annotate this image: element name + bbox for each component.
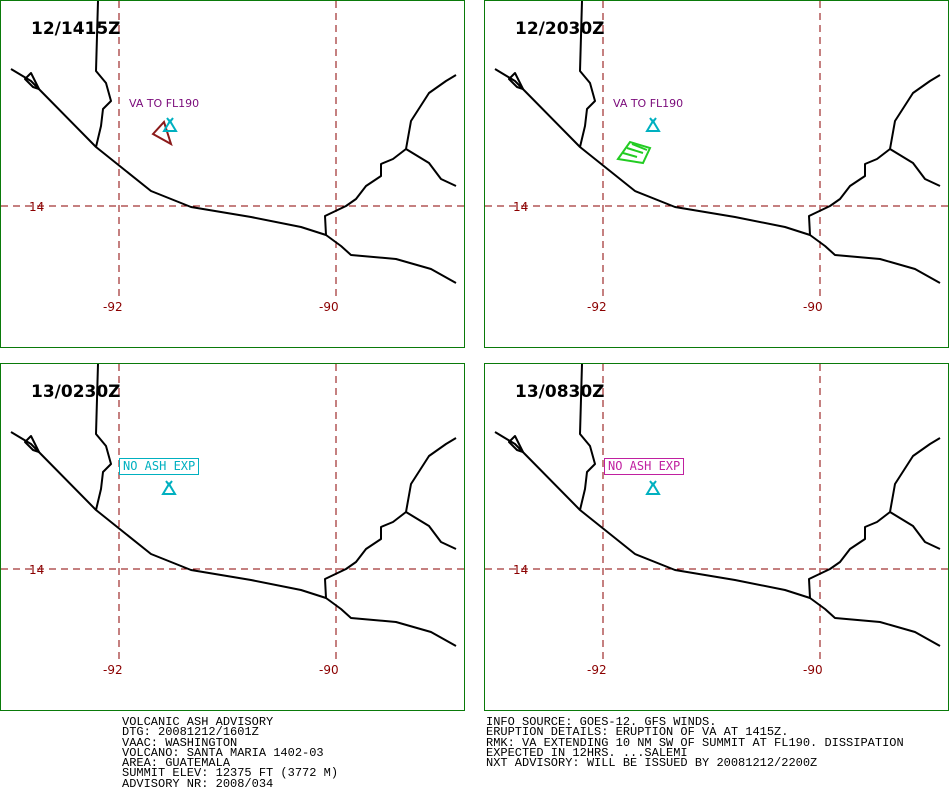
lon-label-east: -90 [319,300,339,314]
lat-label: 14 [513,563,528,577]
map-panel-2: 14 -92 -90 VA TO FL190 12/2030Z [484,0,949,348]
lat-label: 14 [29,563,44,577]
advisory-volcano: VOLCANO: SANTA MARIA 1402-03 [122,745,324,760]
lon-label-west: -92 [587,663,607,677]
advisory-block: VOLCANIC ASH ADVISORY DTG: 20081212/1601Z… [122,715,339,791]
no-ash-label: NO ASH EXP [604,458,685,475]
coastline [494,431,941,647]
panel-time: 12/1415Z [31,19,121,39]
info-source: INFO SOURCE: GOES-12. GFS WINDS. [486,715,717,729]
coastline [10,68,457,284]
info-remark: RMK: VA EXTENDING 10 NM SW OF SUMMIT AT … [486,735,904,750]
info-block: INFO SOURCE: GOES-12. GFS WINDS. ERUPTION… [486,715,904,771]
coastline [10,431,457,647]
lon-label-west: -92 [587,300,607,314]
border-north [579,1,596,148]
lon-label-east: -90 [803,300,823,314]
info-remark-cont: EXPECTED IN 12HRS. ...SALEMI [486,745,688,760]
va-label: VA TO FL190 [613,97,683,110]
coastline [494,68,941,284]
lon-label-east: -90 [319,663,339,677]
info-eruption: ERUPTION DETAILS: ERUPTION OF VA AT 1415… [486,725,789,740]
map-panel-3: 14 -92 -90 13/0230Z NO ASH EXP [0,363,465,711]
volcano-icon [645,117,661,132]
lon-label-west: -92 [103,663,123,677]
advisory-vaac: VAAC: WASHINGTON [122,735,238,750]
panel-time: 13/0830Z [515,382,605,402]
panel-time: 13/0230Z [31,382,121,402]
map-canvas: 14 -92 -90 [1,364,464,677]
border-east [324,437,457,599]
ash-polygon [151,120,173,147]
volcano-icon [645,480,661,495]
border-north [95,364,112,511]
volcano-icon [161,480,177,495]
no-ash-label: NO ASH EXP [119,458,200,475]
lon-label-west: -92 [103,300,123,314]
border-east [808,437,941,599]
advisory-summit: SUMMIT ELEV: 12375 FT (3772 M) [122,766,339,781]
map-panel-1: 14 -92 -90 VA TO FL190 12/1415Z [0,0,465,348]
border-east [808,74,941,236]
ash-polygon [616,140,652,165]
lat-label: 14 [29,200,44,214]
border-east [324,74,457,236]
coast-notch [508,435,524,453]
map-canvas: 14 -92 -90 [485,364,948,677]
advisory-area: AREA: GUATEMALA [122,756,231,771]
advisory-title: VOLCANIC ASH ADVISORY [122,715,274,729]
lon-label-east: -90 [803,663,823,677]
panel-time: 12/2030Z [515,19,605,39]
advisory-dtg: DTG: 20081212/1601Z [122,725,259,740]
map-canvas: 14 -92 -90 VA TO FL190 [485,1,948,314]
border-north [95,1,112,148]
map-canvas: 14 -92 -90 VA TO FL190 [1,1,464,314]
volcano-icon [162,117,178,132]
info-next-advisory: NXT ADVISORY: WILL BE ISSUED BY 20081212… [486,756,818,771]
border-north [579,364,596,511]
coast-notch [24,435,40,453]
map-panel-4: 14 -92 -90 13/0830Z NO ASH EXP [484,363,949,711]
va-label: VA TO FL190 [129,97,199,110]
coast-notch [24,72,40,90]
advisory-nr: ADVISORY NR: 2008/034 [122,776,274,791]
coast-notch [508,72,524,90]
lat-label: 14 [513,200,528,214]
